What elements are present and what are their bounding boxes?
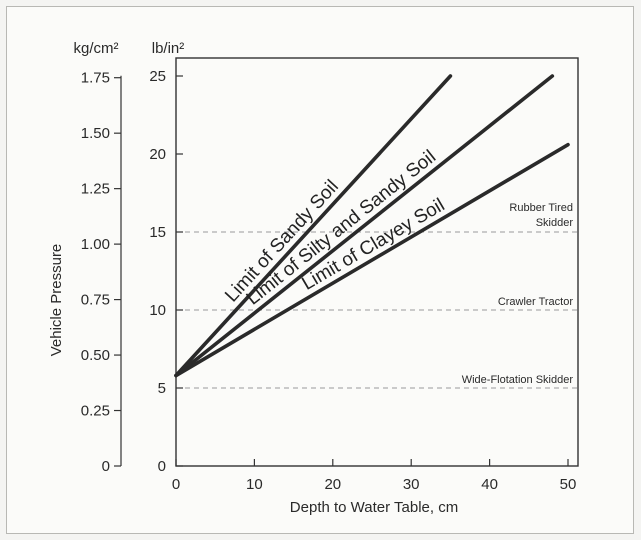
plot-border [175, 57, 579, 467]
x-tick-label: 20 [324, 476, 341, 493]
y-tick-label: 0 [158, 458, 166, 475]
plot-area: Rubber Tired Skidder Crawler Tractor Wide-F… [81, 57, 579, 493]
secondary-axis-unit: kg/cm² [74, 40, 119, 57]
reference-line-label: Wide-Flotation Skidder [462, 374, 574, 386]
series-line [174, 74, 453, 378]
x-tick-label: 50 [560, 476, 577, 493]
y-tick-label: 10 [149, 302, 166, 319]
secondary-tick-label: 1.00 [81, 236, 110, 253]
x-tick-label: 40 [481, 476, 498, 493]
y-tick-label: 15 [149, 224, 166, 241]
secondary-tick-label: 0.25 [81, 403, 110, 420]
secondary-tick-label: 0.75 [81, 292, 110, 309]
series-line [174, 142, 570, 378]
secondary-tick-label: 0.50 [81, 347, 110, 364]
y-tick-label: 25 [149, 68, 166, 85]
x-tick-label: 0 [172, 476, 180, 493]
y-tick-label: 20 [149, 146, 166, 163]
secondary-tick-label: 1.50 [81, 125, 110, 142]
series-line [174, 74, 555, 378]
reference-line-label: Crawler Tractor [498, 296, 574, 308]
y-tick-label: 5 [158, 380, 166, 397]
y-axis-title: Vehicle Pressure [48, 244, 65, 357]
reference-line-label: Skidder [536, 217, 574, 229]
x-tick-label: 10 [246, 476, 263, 493]
secondary-tick-label: 1.75 [81, 70, 110, 87]
x-axis-title: Depth to Water Table, cm [290, 499, 458, 516]
x-tick-label: 30 [403, 476, 420, 493]
secondary-tick-label: 1.25 [81, 181, 110, 198]
reference-line-label: Rubber Tired [509, 202, 573, 214]
secondary-tick-label: 0 [102, 458, 110, 475]
primary-axis-unit: lb/in² [152, 40, 185, 57]
